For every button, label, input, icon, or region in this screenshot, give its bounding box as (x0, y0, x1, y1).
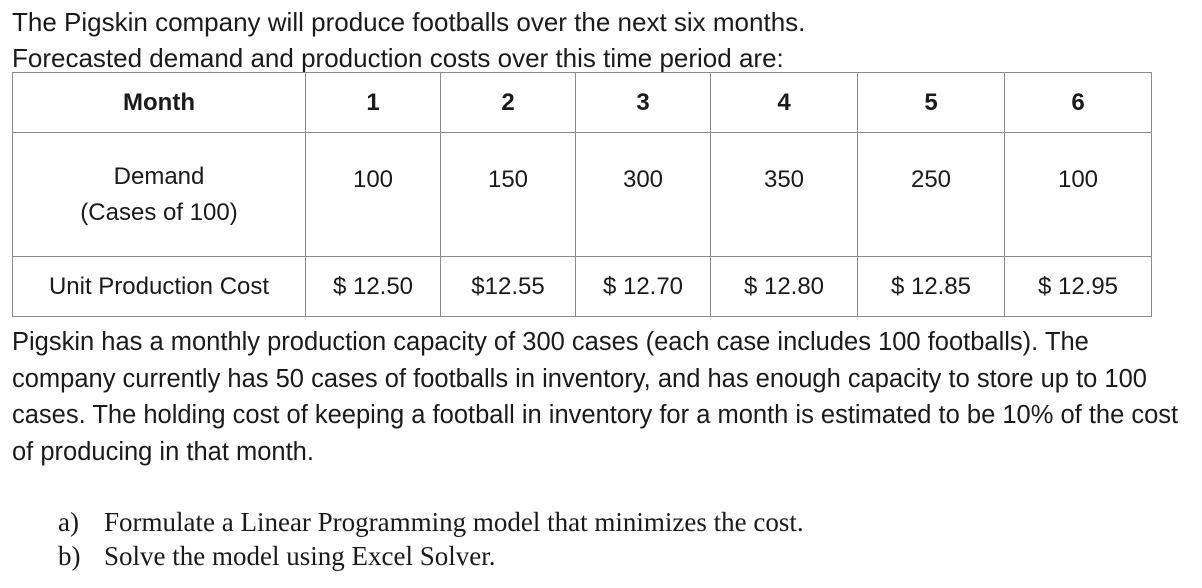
table-row-demand: Demand (Cases of 100) 100 150 300 350 25… (12, 132, 1152, 257)
cost-label: Unit Production Cost (12, 256, 306, 317)
question-text: Solve the model using Excel Solver. (104, 541, 496, 571)
demand-month-3: 300 (575, 132, 711, 257)
cost-month-6: $ 12.95 (1004, 256, 1152, 317)
header-month-1: 1 (305, 72, 441, 133)
demand-cost-table: Month 1 2 3 4 5 6 Demand (Cases of 100) … (12, 72, 1152, 317)
cost-month-4: $ 12.80 (710, 256, 858, 317)
demand-month-2: 150 (440, 132, 576, 257)
demand-month-1: 100 (305, 132, 441, 257)
question-list: a) Formulate a Linear Programming model … (58, 505, 804, 573)
demand-month-6: 100 (1004, 132, 1152, 257)
header-month-label: Month (12, 72, 306, 133)
question-item: a) Formulate a Linear Programming model … (58, 505, 804, 539)
cost-month-1: $ 12.50 (305, 256, 441, 317)
header-month-3: 3 (575, 72, 711, 133)
question-marker: a) (58, 507, 79, 537)
intro-text: The Pigskin company will produce footbal… (12, 4, 805, 76)
cost-month-3: $ 12.70 (575, 256, 711, 317)
demand-label: Demand (113, 162, 205, 190)
question-item: b) Solve the model using Excel Solver. (58, 539, 804, 573)
demand-month-5: 250 (857, 132, 1005, 257)
cost-month-5: $ 12.85 (857, 256, 1005, 317)
header-month-2: 2 (440, 72, 576, 133)
header-month-6: 6 (1004, 72, 1152, 133)
header-month-5: 5 (857, 72, 1005, 133)
cost-month-2: $12.55 (440, 256, 576, 317)
question-marker: b) (58, 541, 81, 571)
question-text: Formulate a Linear Programming model tha… (104, 507, 804, 537)
intro-line-2: Forecasted demand and production costs o… (12, 43, 784, 73)
demand-month-4: 350 (710, 132, 858, 257)
problem-paragraph: Pigskin has a monthly production capacit… (12, 328, 1179, 466)
demand-label-cell: Demand (Cases of 100) (12, 132, 306, 257)
table-header-row: Month 1 2 3 4 5 6 (12, 72, 1152, 133)
demand-unit-label: (Cases of 100) (80, 198, 238, 226)
intro-line-1: The Pigskin company will produce footbal… (12, 7, 806, 37)
header-month-4: 4 (710, 72, 858, 133)
table-row-cost: Unit Production Cost $ 12.50 $12.55 $ 12… (12, 256, 1152, 317)
